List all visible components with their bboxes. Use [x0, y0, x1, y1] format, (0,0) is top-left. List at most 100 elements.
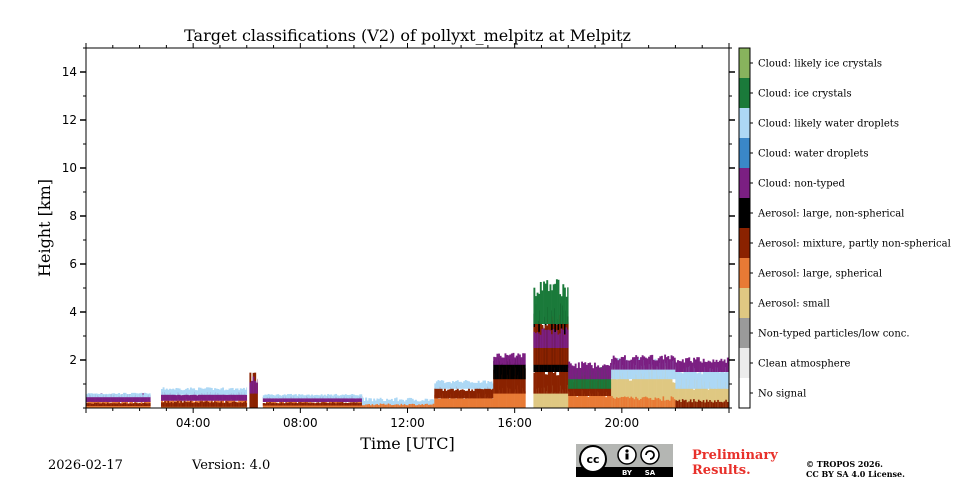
cell-1-3	[238, 390, 241, 395]
cell-8-3	[577, 362, 580, 380]
cell-9-0	[625, 379, 628, 408]
cell-0-2	[131, 395, 133, 402]
cell-9-3	[648, 356, 650, 370]
cell-7-4	[547, 291, 550, 324]
cell-3-3	[309, 395, 312, 399]
cell-0-3	[137, 393, 140, 398]
cell-9-3	[612, 355, 615, 370]
cell-10-2	[688, 367, 691, 389]
cell-9-0	[635, 374, 638, 408]
cell-5-0	[435, 397, 438, 408]
cell-8-0	[598, 392, 601, 408]
cell-9-1	[633, 399, 636, 408]
cell-7-3	[543, 331, 545, 365]
cell-0-2	[111, 393, 114, 402]
cell-8-3	[595, 366, 598, 380]
cell-1-3	[207, 387, 210, 395]
cell-3-1	[274, 403, 276, 406]
cell-9-3	[611, 359, 614, 370]
cell-3-1	[311, 402, 313, 406]
cell-1-2	[161, 392, 163, 401]
cell-4-1	[410, 404, 413, 408]
cell-7-4	[549, 284, 552, 324]
cell-3-2	[299, 397, 302, 402]
cell-5-1	[468, 387, 470, 399]
cell-1-2	[172, 394, 175, 401]
cell-5-0	[451, 396, 454, 408]
cell-10-0	[689, 379, 692, 408]
cell-7-5	[563, 334, 566, 348]
cell-3-1	[270, 403, 273, 406]
cell-9-1	[660, 400, 663, 408]
cell-3-2	[331, 397, 334, 402]
cell-5-0	[460, 394, 462, 408]
cell-3-2	[301, 397, 304, 402]
cell-1-1	[183, 400, 186, 407]
cell-4-0	[379, 397, 382, 408]
cell-5-1	[434, 388, 437, 399]
cell-0-1	[102, 402, 104, 407]
cell-10-3	[717, 362, 720, 372]
cell-7-5	[535, 333, 537, 348]
cell-1-3	[191, 388, 194, 395]
cell-1-1	[230, 402, 233, 407]
cell-10-2	[707, 372, 710, 389]
cell-0-3	[142, 394, 145, 398]
cell-0-3	[134, 392, 137, 398]
cell-9-3	[615, 358, 618, 370]
cell-10-3	[712, 359, 715, 372]
cell-1-3	[218, 389, 221, 395]
cell-3-1	[331, 402, 334, 406]
cell-4-1	[374, 404, 377, 408]
cell-3-1	[280, 402, 283, 406]
legend-swatch	[739, 348, 750, 378]
cell-9-0	[630, 380, 633, 408]
cell-10-1	[723, 401, 726, 408]
cell-3-2	[266, 396, 268, 402]
cell-0-2	[118, 396, 121, 402]
cell-5-2	[469, 382, 472, 389]
cell-4-1	[371, 404, 374, 408]
cell-6-0	[509, 388, 512, 408]
cell-1-3	[183, 389, 186, 395]
cell-10-1	[683, 400, 686, 408]
cell-3-3	[278, 395, 281, 399]
cell-3-1	[283, 403, 286, 406]
cell-1-1	[226, 401, 229, 407]
cell-0-2	[105, 395, 108, 402]
cell-5-0	[450, 394, 453, 408]
cell-4-0	[384, 401, 387, 408]
cell-5-2	[472, 382, 475, 389]
cell-9-1	[649, 397, 652, 408]
cell-9-1	[636, 398, 639, 408]
cell-0-3	[139, 393, 141, 398]
cell-6-3	[498, 353, 500, 365]
cell-3-3	[293, 394, 296, 399]
cell-3-3	[322, 395, 325, 399]
cell-1-3	[173, 389, 176, 395]
cell-0-2	[134, 396, 137, 402]
cell-6-3	[506, 354, 508, 365]
cell-10-3	[693, 357, 696, 372]
cell-6-2	[501, 363, 504, 380]
cell-3-2	[275, 397, 278, 402]
cell-4-1	[382, 403, 385, 408]
cell-7-5	[547, 329, 550, 348]
cell-7-5	[544, 329, 547, 348]
cell-9-0	[654, 376, 657, 408]
cell-7-0	[551, 391, 554, 408]
cell-10-0	[722, 383, 724, 408]
cell-9-3	[667, 356, 670, 370]
cell-6-0	[506, 385, 508, 408]
x-tick-label: 04:00	[176, 416, 211, 430]
cell-7-5	[557, 334, 560, 348]
cell-3-2	[346, 396, 349, 402]
cell-4-1	[389, 404, 392, 408]
cell-10-2	[697, 372, 700, 389]
cell-1-1	[231, 401, 234, 407]
cell-1-1	[193, 403, 196, 407]
cell-8-0	[602, 391, 604, 408]
version-label: Version: 4.0	[192, 458, 271, 473]
cell-1-1	[212, 402, 215, 407]
cell-8-0	[590, 393, 593, 408]
